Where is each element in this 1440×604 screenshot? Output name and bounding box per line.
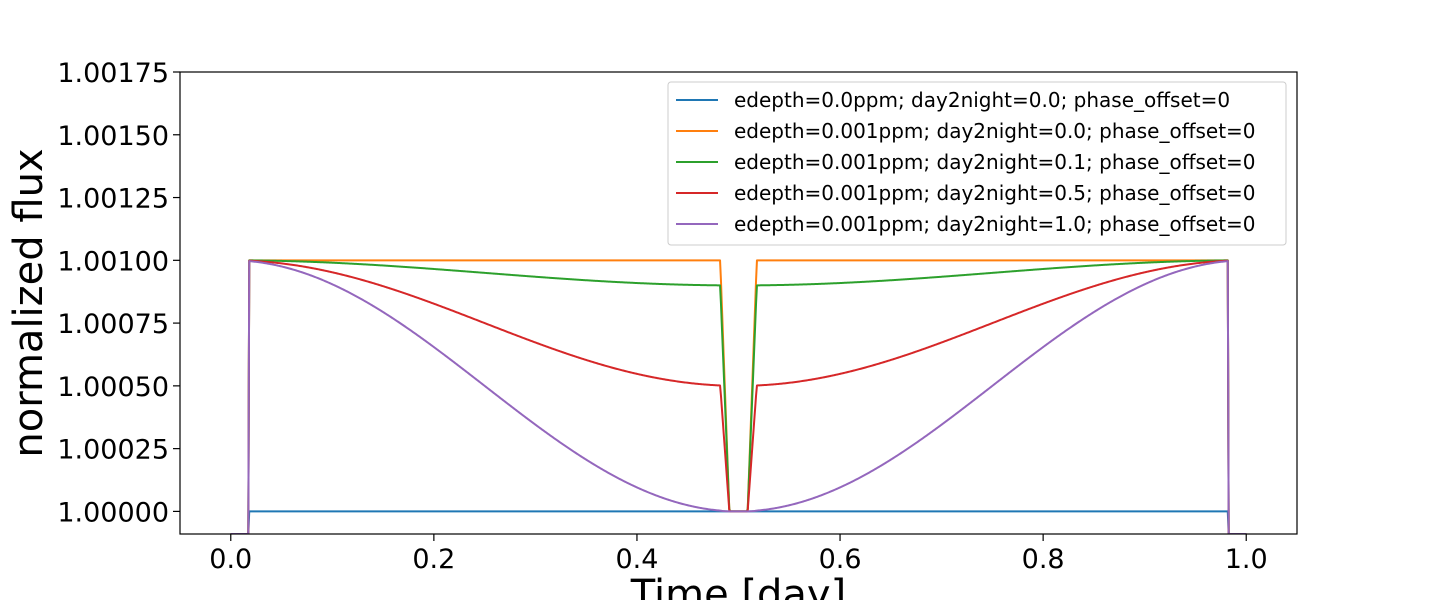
x-tick-label: 0.2 [412,544,455,575]
x-tick-label: 1.0 [1225,544,1268,575]
x-tick-label: 0.6 [819,544,862,575]
legend-label-2: edepth=0.001ppm; day2night=0.0; phase_of… [734,119,1256,143]
legend-label-4: edepth=0.001ppm; day2night=0.5; phase_of… [734,181,1256,205]
legend-label-1: edepth=0.0ppm; day2night=0.0; phase_offs… [734,88,1230,112]
y-tick-label: 1.00075 [57,309,169,340]
legend-label-5: edepth=0.001ppm; day2night=1.0; phase_of… [734,212,1256,236]
series-layer [230,259,1247,534]
y-tick-label: 1.00175 [57,58,169,89]
y-tick-label: 1.00125 [57,184,169,215]
y-axis-ticks: 1.00000 1.00025 1.00050 1.00075 1.00100 1.001… [57,58,180,528]
x-axis-label: Time [day] [630,572,846,600]
x-axis-ticks: 0.0 0.2 0.4 0.6 0.8 1.0 [209,534,1268,575]
series-line-5 [230,260,1247,534]
plot-frame [179,71,1298,535]
x-tick-label: 0.0 [209,544,252,575]
legend-frame [667,81,1287,246]
legend: edepth=0.0ppm; day2night=0.0; phase_offs… [667,81,1287,246]
y-tick-label: 1.00025 [57,435,169,466]
y-tick-label: 1.00050 [57,372,169,403]
y-axis-label: normalized flux [6,148,52,457]
y-tick-label: 1.00000 [57,497,169,528]
y-tick-label: 1.00150 [57,121,169,152]
legend-label-3: edepth=0.001ppm; day2night=0.1; phase_of… [734,150,1256,174]
y-tick-label: 1.00100 [57,246,169,277]
x-tick-label: 0.8 [1022,544,1065,575]
x-tick-label: 0.4 [615,544,658,575]
